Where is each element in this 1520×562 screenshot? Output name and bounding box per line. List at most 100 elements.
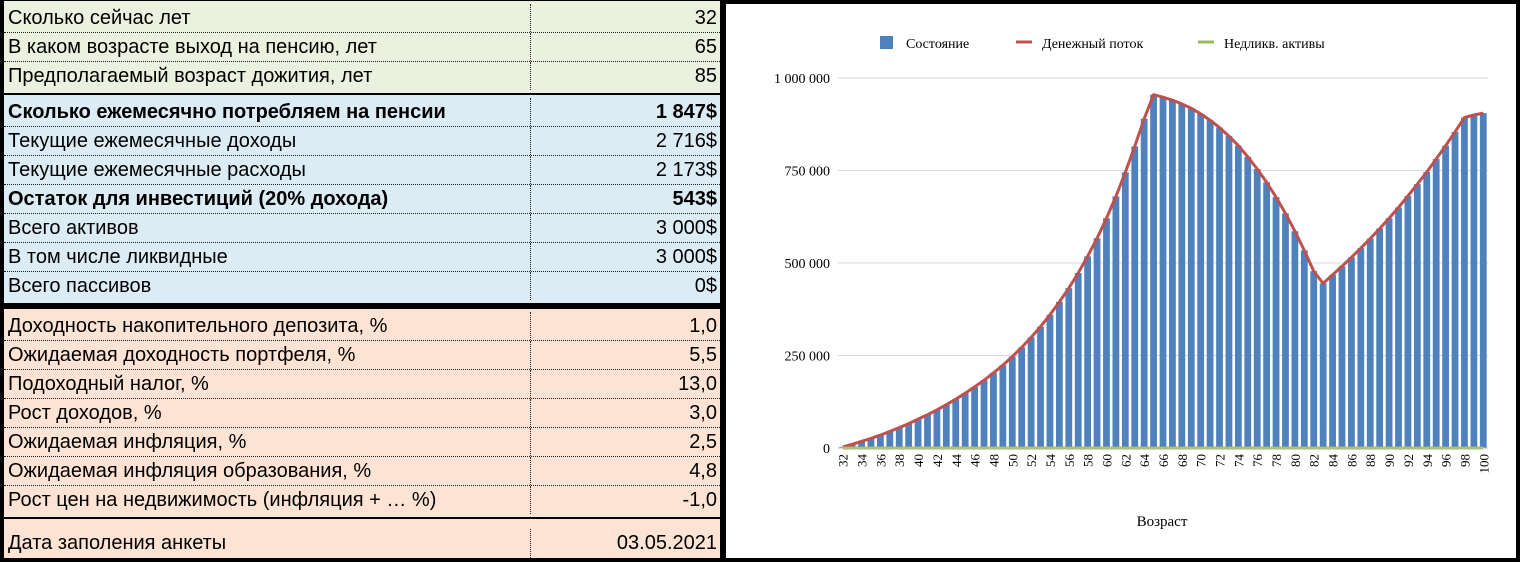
bar	[1404, 196, 1412, 448]
bar	[1357, 248, 1365, 448]
bar	[1244, 156, 1252, 448]
row-label: Остаток для инвестиций (20% дохода)	[8, 187, 389, 210]
bar	[1046, 314, 1054, 448]
x-tick-label: 52	[1024, 454, 1039, 467]
bar	[1084, 256, 1092, 448]
x-tick-label: 36	[873, 454, 888, 468]
bar	[1065, 288, 1073, 448]
table-row: Текущие ежемесячные доходы 2 716$	[4, 127, 720, 156]
x-tick-label: 38	[892, 454, 907, 467]
bar	[942, 404, 950, 448]
table-row: Подоходный налог, % 13,0	[4, 370, 720, 399]
x-tick-label: 76	[1250, 454, 1265, 468]
row-value: 1 847$	[655, 100, 717, 123]
table-row: Сколько сейчас лет 32	[4, 4, 720, 33]
row-label: В каком возрасте выход на пенсию, лет	[8, 35, 377, 58]
x-tick-label: 80	[1288, 454, 1303, 467]
bar	[1310, 271, 1318, 448]
bar	[886, 431, 894, 448]
x-tick-label: 92	[1401, 454, 1416, 467]
x-tick-label: 84	[1326, 454, 1341, 468]
x-tick-label: 46	[968, 454, 983, 468]
row-value: 543$	[672, 187, 718, 210]
table-row: Всего пассивов 0$	[4, 272, 720, 300]
legend-swatch	[880, 36, 893, 49]
row-value: 32	[694, 6, 717, 29]
x-tick-label: 98	[1457, 454, 1472, 467]
table-row: Ожидаемая инфляция, % 2,5	[4, 428, 720, 457]
bar	[905, 423, 913, 448]
x-tick-label: 40	[911, 454, 926, 467]
bar	[961, 393, 969, 448]
x-tick-label: 48	[986, 454, 1001, 467]
x-tick-label: 54	[1043, 454, 1058, 468]
bar	[1423, 171, 1431, 449]
date-row: Дата заполения анкеты 03.05.2021	[4, 529, 720, 558]
bar	[1442, 145, 1449, 448]
bar	[1461, 117, 1468, 448]
bar	[1319, 283, 1327, 448]
row-value: 3 000$	[655, 216, 717, 239]
row-value: 4,8	[689, 459, 717, 482]
legend-label: Денежный поток	[1042, 37, 1143, 52]
table-row: Рост доходов, % 3,0	[4, 399, 720, 428]
table-row: Всего активов 3 000$	[4, 214, 720, 243]
x-tick-label: 60	[1099, 454, 1114, 467]
legend-label: Недликв. активы	[1224, 37, 1325, 52]
row-label: Текущие ежемесячные расходы	[8, 158, 306, 181]
date-label: Дата заполения анкеты	[8, 532, 227, 554]
x-tick-label: 90	[1382, 454, 1397, 467]
bar	[1329, 274, 1336, 448]
row-label: В том числе ликвидные	[8, 245, 228, 268]
bar	[1432, 159, 1440, 448]
legend-item: Недликв. активы	[1198, 37, 1325, 52]
row-value: 3,0	[689, 401, 717, 424]
bar	[895, 427, 903, 448]
row-value: 13,0	[678, 372, 717, 395]
x-tick-label: 66	[1156, 454, 1171, 468]
bar	[1008, 356, 1016, 448]
wealth-chart: Состояние Денежный поток Недликв. активы 0…	[774, 36, 1492, 530]
bar	[999, 365, 1007, 448]
x-axis-ticks: 32 34 36 38 40 42 44 46 48 50 52 54 56 58 60 62 64 66 68 70…	[836, 454, 1492, 474]
row-value: 0$	[694, 274, 717, 297]
x-axis-label: Возраст	[1137, 514, 1188, 530]
bar	[1187, 108, 1195, 448]
bar	[990, 372, 997, 448]
bar	[1291, 231, 1299, 448]
date-value: 03.05.2021	[616, 532, 717, 554]
bar	[1253, 169, 1261, 448]
bar	[877, 435, 884, 448]
y-tick-label: 0	[823, 442, 830, 457]
bar	[1413, 184, 1421, 448]
group1-block	[4, 1, 720, 93]
row-value: 65	[694, 35, 717, 58]
x-tick-label: 86	[1344, 454, 1359, 468]
x-tick-label: 96	[1439, 454, 1454, 468]
bar	[1282, 213, 1289, 448]
row-label: Рост цен на недвижимость (инфляция + … %…	[8, 488, 437, 511]
table-row: Остаток для инвестиций (20% дохода) 543$	[4, 185, 720, 214]
row-label: Предполагаемый возраст дожития, лет	[8, 64, 373, 87]
bar	[1093, 238, 1101, 448]
row-label: Текущие ежемесячные доходы	[8, 129, 297, 152]
table-row: В каком возрасте выход на пенсию, лет 65	[4, 33, 720, 62]
x-tick-label: 56	[1062, 454, 1077, 468]
table-row: Сколько ежемесячно потребляем на пенсии 1…	[4, 98, 720, 127]
footer-block	[4, 519, 720, 558]
bar	[980, 380, 988, 448]
bar	[1216, 127, 1223, 448]
bar	[1103, 218, 1110, 448]
bar	[1018, 347, 1026, 448]
row-label: Ожидаемая инфляция, %	[8, 430, 247, 453]
bar	[1451, 132, 1459, 448]
row-label: Ожидаемая доходность портфеля, %	[8, 343, 356, 366]
bar	[1272, 197, 1280, 448]
bar	[1300, 250, 1308, 448]
group2-block	[4, 95, 720, 303]
row-label: Доходность накопительного депозита, %	[8, 314, 388, 337]
bar	[1140, 118, 1148, 448]
x-tick-label: 68	[1175, 454, 1190, 467]
bar	[924, 414, 931, 448]
x-tick-label: 44	[949, 454, 964, 468]
